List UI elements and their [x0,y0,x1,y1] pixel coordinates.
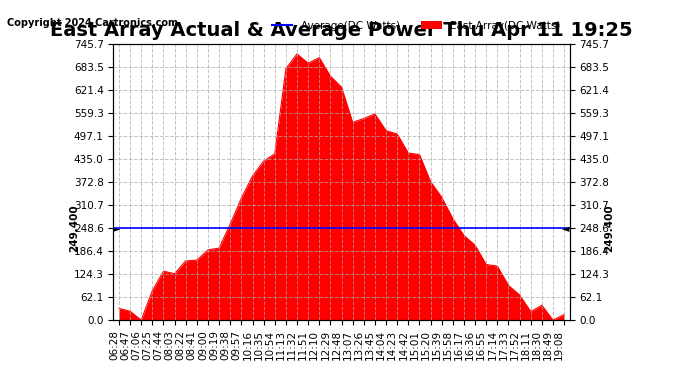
Text: 249.400: 249.400 [69,204,79,252]
Text: Copyright 2024 Cartronics.com: Copyright 2024 Cartronics.com [7,18,178,28]
Text: 249.400: 249.400 [604,204,614,252]
Legend: Average(DC Watts), East Array(DC Watts): Average(DC Watts), East Array(DC Watts) [268,16,564,35]
Title: East Array Actual & Average Power Thu Apr 11 19:25: East Array Actual & Average Power Thu Ap… [50,21,633,40]
Text: ◄: ◄ [562,223,570,233]
Text: ►: ► [113,223,121,233]
